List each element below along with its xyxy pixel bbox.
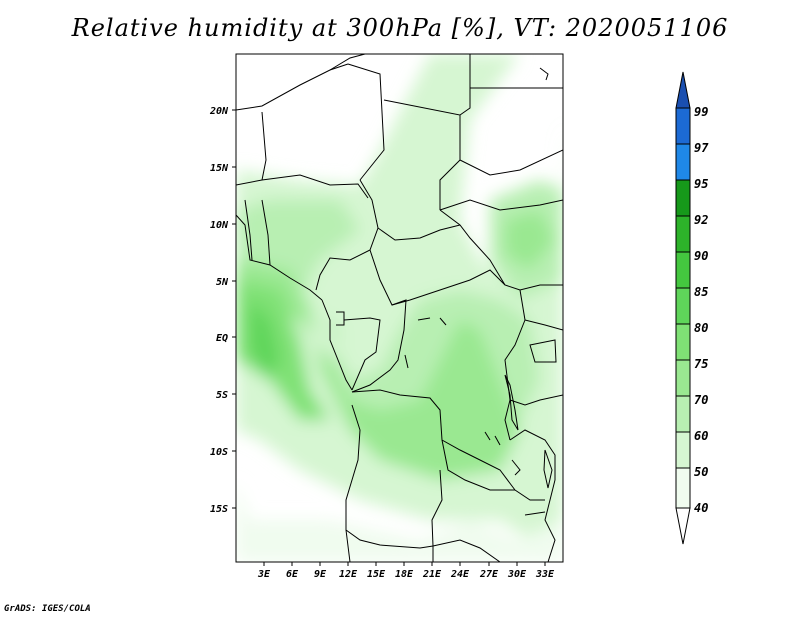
lon-label: 15E [367, 569, 386, 580]
colorbar-label: 85 [694, 285, 708, 299]
lat-label: 15S [210, 504, 228, 515]
humidity-field [236, 54, 563, 562]
lon-label: 6E [286, 569, 299, 580]
colorbar-labels: 40 50 60 70 75 80 85 90 92 95 97 99 [694, 105, 709, 515]
lat-label: 5S [216, 390, 228, 401]
colorbar-segment [675, 179, 691, 217]
lon-label: 9E [314, 569, 327, 580]
rh-shade-70 [236, 260, 520, 480]
lon-label: 21E [422, 569, 442, 580]
lon-label: 24E [450, 569, 470, 580]
lat-label: 10S [210, 447, 228, 458]
grads-credit: GrADS: IGES/COLA [4, 604, 91, 614]
map-frame [235, 53, 564, 563]
colorbar-segment [675, 359, 691, 397]
colorbar-label: 60 [694, 429, 708, 443]
colorbar-segment [675, 143, 691, 181]
lon-label: 33E [535, 569, 555, 580]
colorbar-segment [675, 107, 691, 145]
colorbar-segment [675, 287, 691, 325]
rh-shade-80 [250, 300, 280, 380]
colorbar-label: 80 [694, 321, 708, 335]
colorbar-arrow-bottom [675, 507, 691, 545]
colorbar-segment [675, 323, 691, 361]
colorbar-label: 40 [694, 501, 708, 515]
lon-label: 18E [395, 569, 414, 580]
colorbar [675, 71, 691, 545]
lon-label: 3E [257, 569, 271, 580]
lon-label: 30E [507, 569, 527, 580]
colorbar-arrow-top [675, 71, 691, 109]
colorbar-label: 90 [694, 249, 708, 263]
lon-label: 12E [339, 569, 358, 580]
lon-axis: 3E 6E 9E 12E 15E 18E 21E 24E 27E 30E 33E [257, 562, 555, 580]
colorbar-segment [675, 215, 691, 253]
colorbar-segment [675, 431, 691, 469]
colorbar-segment [675, 467, 691, 509]
colorbar-label: 95 [694, 177, 708, 191]
colorbar-label: 92 [694, 213, 708, 227]
colorbar-segment [675, 395, 691, 433]
lat-label: EQ [216, 333, 228, 344]
colorbar-label: 99 [694, 105, 708, 119]
colorbar-segment [675, 251, 691, 289]
lat-label: 15N [210, 163, 229, 174]
rh-shade-70-east [505, 210, 555, 270]
rh-shade-40 [236, 480, 563, 562]
colorbar-label: 75 [694, 357, 708, 371]
country-borders [236, 54, 563, 562]
map-title: Relative humidity at 300hPa [%], VT: 202… [71, 14, 729, 42]
lon-label: 27E [479, 569, 499, 580]
lat-label: 5N [216, 277, 229, 288]
colorbar-label: 50 [694, 465, 708, 479]
colorbar-label: 97 [694, 141, 709, 155]
lat-label: 20N [209, 106, 229, 117]
colorbar-label: 70 [694, 393, 708, 407]
lat-axis: 20N 15N 10N 5N EQ 5S 10S 15S [209, 106, 236, 515]
lat-label: 10N [210, 220, 229, 231]
